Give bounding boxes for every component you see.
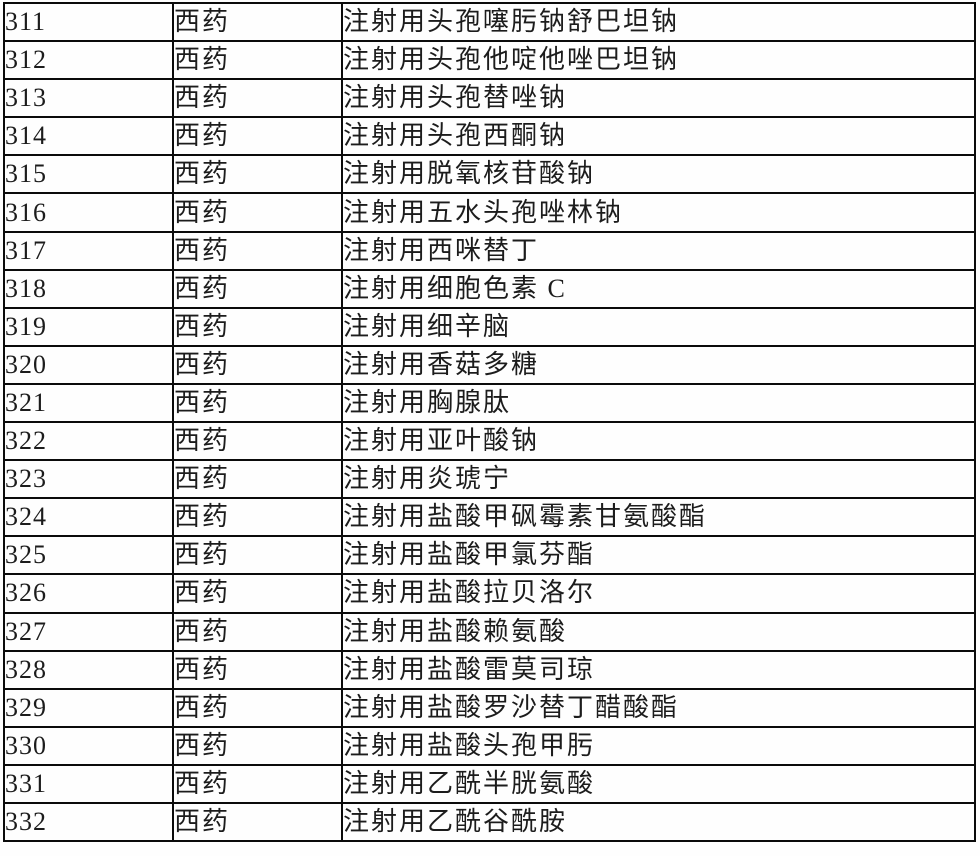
row-number-cell: 321 xyxy=(3,382,174,424)
table-row: 328 西药 注射用盐酸雷莫司琼 xyxy=(3,649,976,690)
table-row: 329 西药 注射用盐酸罗沙替丁醋酸酯 xyxy=(3,687,976,728)
row-number-cell: 323 xyxy=(3,459,174,500)
category-cell: 西药 xyxy=(172,268,343,309)
drug-name-cell: 注射用香菇多糖 xyxy=(341,344,976,385)
row-number-cell: 331 xyxy=(3,763,174,804)
table-row: 327 西药 注射用盐酸赖氨酸 xyxy=(3,611,976,652)
row-number-cell: 314 xyxy=(3,116,174,157)
drug-name-cell: 注射用细辛脑 xyxy=(341,306,976,347)
table-row: 332 西药 注射用乙酰谷酰胺 xyxy=(3,801,976,843)
row-number-cell: 322 xyxy=(3,421,174,462)
category-cell: 西药 xyxy=(172,573,343,614)
table-row: 331 西药 注射用乙酰半胱氨酸 xyxy=(3,763,976,804)
table-row: 318 西药 注射用细胞色素 C xyxy=(3,268,976,309)
row-number-cell: 317 xyxy=(3,230,174,271)
category-cell: 西药 xyxy=(172,306,343,347)
category-cell: 西药 xyxy=(172,725,343,766)
category-cell: 西药 xyxy=(172,801,343,843)
table-row: 321 西药 注射用胸腺肽 xyxy=(3,382,976,424)
row-number-cell: 332 xyxy=(3,801,174,843)
drug-name-cell: 注射用盐酸头孢甲肟 xyxy=(341,725,976,766)
category-cell: 西药 xyxy=(172,459,343,500)
drug-name-cell: 注射用盐酸甲氯芬酯 xyxy=(341,535,976,576)
drug-name-cell: 注射用西咪替丁 xyxy=(341,230,976,271)
table-row: 311 西药 注射用头孢噻肟钠舒巴坦钠 xyxy=(3,1,976,43)
drug-name-cell: 注射用亚叶酸钠 xyxy=(341,421,976,462)
drug-name-cell: 注射用盐酸甲砜霉素甘氨酸酯 xyxy=(341,497,976,538)
category-cell: 西药 xyxy=(172,230,343,271)
row-number-cell: 316 xyxy=(3,192,174,233)
row-number-cell: 324 xyxy=(3,497,174,538)
table-row: 312 西药 注射用头孢他啶他唑巴坦钠 xyxy=(3,40,976,81)
table-row: 320 西药 注射用香菇多糖 xyxy=(3,344,976,385)
drug-name-cell: 注射用头孢西酮钠 xyxy=(341,116,976,157)
table-row: 319 西药 注射用细辛脑 xyxy=(3,306,976,347)
drug-name-cell: 注射用乙酰谷酰胺 xyxy=(341,801,976,843)
table-row: 326 西药 注射用盐酸拉贝洛尔 xyxy=(3,573,976,614)
drug-name-cell: 注射用乙酰半胱氨酸 xyxy=(341,763,976,804)
drug-name-cell: 注射用盐酸赖氨酸 xyxy=(341,611,976,652)
category-cell: 西药 xyxy=(172,78,343,119)
row-number-cell: 328 xyxy=(3,649,174,690)
row-number-cell: 326 xyxy=(3,573,174,614)
row-number-cell: 315 xyxy=(3,154,174,195)
drug-name-cell: 注射用细胞色素 C xyxy=(341,268,976,309)
table-row: 330 西药 注射用盐酸头孢甲肟 xyxy=(3,725,976,766)
row-number-cell: 313 xyxy=(3,78,174,119)
drug-table-body: 311 西药 注射用头孢噻肟钠舒巴坦钠 312 西药 注射用头孢他啶他唑巴坦钠 313 西药注… xyxy=(3,1,976,843)
drug-name-cell: 注射用盐酸罗沙替丁醋酸酯 xyxy=(341,687,976,728)
category-cell: 西药 xyxy=(172,649,343,690)
category-cell: 西药 xyxy=(172,497,343,538)
category-cell: 西药 xyxy=(172,154,343,195)
row-number-cell: 319 xyxy=(3,306,174,347)
row-number-cell: 320 xyxy=(3,344,174,385)
drug-name-cell: 注射用胸腺肽 xyxy=(341,382,976,424)
table-row: 315 西药 注射用脱氧核苷酸钠 xyxy=(3,154,976,195)
drug-name-cell: 注射用头孢替唑钠 xyxy=(341,78,976,119)
table-row: 322 西药 注射用亚叶酸钠 xyxy=(3,421,976,462)
drug-name-cell: 注射用炎琥宁 xyxy=(341,459,976,500)
category-cell: 西药 xyxy=(172,40,343,81)
row-number-cell: 325 xyxy=(3,535,174,576)
row-number-cell: 318 xyxy=(3,268,174,309)
category-cell: 西药 xyxy=(172,192,343,233)
category-cell: 西药 xyxy=(172,421,343,462)
drug-name-cell: 注射用脱氧核苷酸钠 xyxy=(341,154,976,195)
row-number-cell: 311 xyxy=(3,1,174,43)
table-row: 317 西药 注射用西咪替丁 xyxy=(3,230,976,271)
category-cell: 西药 xyxy=(172,763,343,804)
table-row: 316 西药 注射用五水头孢唑林钠 xyxy=(3,192,976,233)
row-number-cell: 330 xyxy=(3,725,174,766)
drug-name-cell: 注射用五水头孢唑林钠 xyxy=(341,192,976,233)
category-cell: 西药 xyxy=(172,535,343,576)
table-row: 325 西药 注射用盐酸甲氯芬酯 xyxy=(3,535,976,576)
table-row: 324 西药 注射用盐酸甲砜霉素甘氨酸酯 xyxy=(3,497,976,538)
drug-name-cell: 注射用盐酸雷莫司琼 xyxy=(341,649,976,690)
row-number-cell: 312 xyxy=(3,40,174,81)
table-row: 323 西药 注射用炎琥宁 xyxy=(3,459,976,500)
drug-name-cell: 注射用盐酸拉贝洛尔 xyxy=(341,573,976,614)
drug-name-cell: 注射用头孢噻肟钠舒巴坦钠 xyxy=(341,1,976,43)
row-number-cell: 329 xyxy=(3,687,174,728)
row-number-cell: 327 xyxy=(3,611,174,652)
table-row: 313 西药 注射用头孢替唑钠 xyxy=(3,78,976,119)
table-row: 314 西药 注射用头孢西酮钠 xyxy=(3,116,976,157)
drug-name-cell: 注射用头孢他啶他唑巴坦钠 xyxy=(341,40,976,81)
category-cell: 西药 xyxy=(172,611,343,652)
category-cell: 西药 xyxy=(172,344,343,385)
category-cell: 西药 xyxy=(172,1,343,43)
category-cell: 西药 xyxy=(172,116,343,157)
drug-list-table: 311 西药 注射用头孢噻肟钠舒巴坦钠 312 西药 注射用头孢他啶他唑巴坦钠 313 西药注… xyxy=(3,1,976,843)
category-cell: 西药 xyxy=(172,382,343,424)
category-cell: 西药 xyxy=(172,687,343,728)
